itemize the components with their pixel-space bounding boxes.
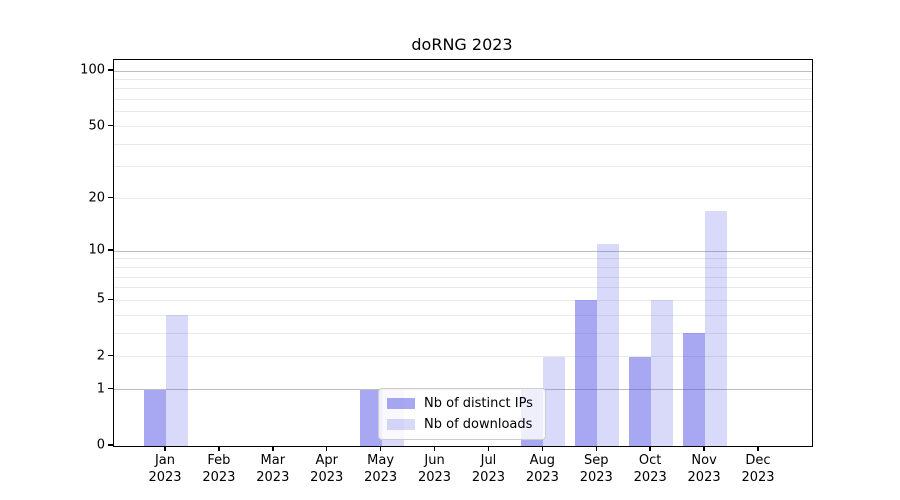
- legend-label-downloads: Nb of downloads: [424, 417, 533, 432]
- x-tick-mark: [757, 446, 759, 451]
- y-gridline-minor: [114, 166, 812, 168]
- x-tick-mark: [487, 446, 490, 451]
- x-tick-label-jun: Jun 2023: [417, 453, 452, 485]
- y-gridline-minor: [114, 198, 812, 200]
- y-gridline-minor: [114, 88, 812, 90]
- y-gridline-minor: [114, 78, 812, 80]
- y-tick-label: 50: [88, 118, 105, 134]
- x-tick-label-dec: Dec 2023: [741, 453, 775, 485]
- x-tick-label-apr: Apr 2023: [310, 453, 344, 485]
- y-gridline-major: [114, 70, 812, 72]
- x-tick-label-sep: Sep 2023: [579, 453, 613, 485]
- bar-distinct-ips-sep: [575, 300, 598, 446]
- y-gridline-minor: [114, 332, 812, 334]
- x-tick-mark: [649, 446, 651, 451]
- y-tick-mark: [108, 298, 113, 301]
- y-tick-mark: [108, 196, 113, 199]
- y-tick-label: 100: [80, 62, 105, 78]
- y-tick-mark: [108, 354, 113, 357]
- x-tick-mark: [164, 446, 166, 451]
- x-axis-labels: Jan 2023 Feb 2023 Mar 2023 Apr 2023 May 2023 Jun 20…: [0, 452, 900, 492]
- y-gridline-major: [114, 250, 812, 252]
- legend-entry-distinct-ips: Nb of distinct IPs: [387, 396, 533, 411]
- x-tick-label-aug: Aug 2023: [525, 453, 559, 485]
- x-tick-label-feb: Feb 2023: [202, 453, 236, 485]
- y-tick-label: 20: [88, 190, 105, 206]
- y-gridline-minor: [114, 314, 812, 316]
- y-gridline-minor: [114, 126, 812, 128]
- x-tick-mark: [595, 446, 598, 451]
- legend-label-distinct-ips: Nb of distinct IPs: [424, 396, 533, 411]
- y-gridline-minor: [114, 276, 812, 278]
- x-tick-label-mar: Mar 2023: [256, 453, 290, 485]
- y-tick-label: 10: [88, 242, 105, 258]
- y-gridline-minor: [114, 266, 812, 268]
- bar-downloads-sep: [597, 244, 620, 446]
- bar-downloads-jan: [166, 315, 188, 446]
- legend: Nb of distinct IPs Nb of downloads: [378, 388, 546, 440]
- y-tick-label: 1: [96, 381, 105, 397]
- bar-downloads-aug: [543, 356, 566, 446]
- y-gridline-minor: [114, 143, 812, 145]
- y-gridline-minor: [114, 287, 812, 289]
- legend-swatch-downloads-icon: [387, 419, 415, 430]
- y-tick-label: 0: [96, 437, 105, 453]
- y-tick-mark: [108, 444, 113, 446]
- x-tick-mark: [379, 446, 382, 451]
- y-gridline-minor: [114, 99, 812, 101]
- bar-distinct-ips-nov: [683, 333, 706, 446]
- x-tick-label-oct: Oct 2023: [633, 453, 667, 485]
- y-tick-mark: [108, 124, 113, 127]
- y-tick-mark: [108, 69, 113, 71]
- x-tick-mark: [325, 446, 328, 451]
- y-axis-labels: 0 1 2 5 10 20 50 100: [0, 59, 105, 453]
- y-tick-mark: [108, 249, 113, 251]
- bar-distinct-ips-may: [359, 389, 382, 446]
- x-tick-mark: [218, 446, 220, 451]
- y-gridline-minor: [114, 258, 812, 260]
- y-gridline-minor: [114, 299, 812, 301]
- bar-downloads-nov: [705, 211, 728, 446]
- x-tick-mark: [272, 446, 274, 451]
- legend-entry-downloads: Nb of downloads: [387, 417, 533, 432]
- x-tick-label-nov: Nov 2023: [687, 453, 721, 485]
- x-tick-label-may: May 2023: [364, 453, 398, 485]
- x-tick-mark: [541, 446, 544, 451]
- y-tick-label: 5: [96, 291, 105, 307]
- bar-downloads-oct: [651, 300, 674, 446]
- chart-title: doRNG 2023: [411, 35, 513, 54]
- x-tick-label-jul: Jul 2023: [471, 453, 505, 485]
- y-gridline-minor: [114, 356, 812, 358]
- bar-distinct-ips-oct: [629, 356, 652, 446]
- x-tick-label-jan: Jan 2023: [148, 453, 182, 485]
- x-tick-mark: [433, 446, 436, 451]
- y-tick-label: 2: [96, 348, 105, 364]
- bar-distinct-ips-jan: [144, 389, 166, 446]
- legend-swatch-distinct-ips-icon: [387, 398, 415, 409]
- y-tick-mark: [108, 387, 113, 390]
- y-gridline-minor: [114, 111, 812, 113]
- x-tick-mark: [703, 446, 705, 451]
